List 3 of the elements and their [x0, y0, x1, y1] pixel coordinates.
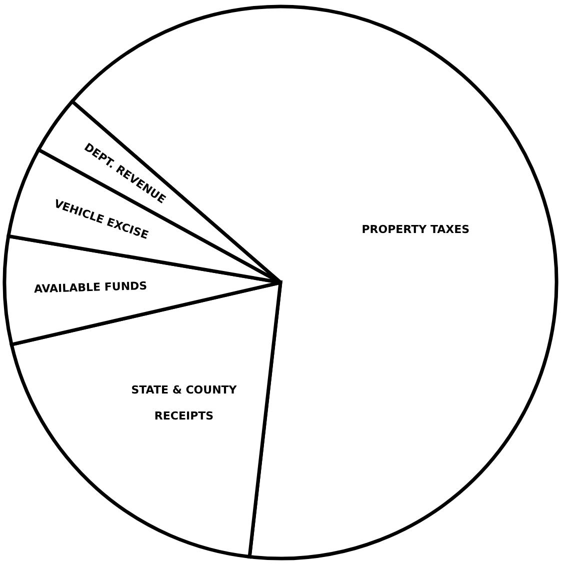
- slice-label: PROPERTY TAXES: [362, 222, 470, 236]
- slice-label: AVAILABLE FUNDS: [34, 279, 148, 296]
- slice-label: STATE & COUNTY RECEIPTS: [131, 384, 238, 423]
